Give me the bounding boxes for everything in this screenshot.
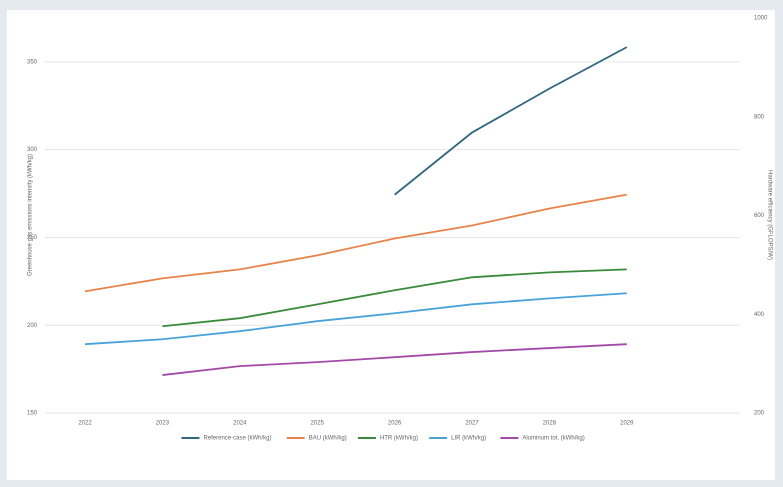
x-tick-label: 2023	[156, 421, 170, 427]
y2-tick-label: 400	[754, 312, 765, 318]
y2-axis-label: Hardware efficiency (GFLOPS/W)	[766, 170, 772, 260]
y-tick-label: 350	[27, 59, 38, 65]
y-tick-label: 250	[27, 235, 38, 241]
series-line	[162, 343, 627, 376]
series-line	[84, 193, 627, 293]
panel	[7, 10, 775, 480]
series-line	[162, 268, 627, 328]
legend-label: HTR (kWh/kg)	[380, 436, 418, 442]
series-line	[84, 292, 627, 346]
x-tick-label: 2024	[233, 421, 247, 427]
legend-label: Aluminum tot. (kWh/kg)	[522, 436, 584, 442]
legend-label: BAU (kWh/kg)	[309, 436, 347, 442]
y2-tick-label: 200	[754, 411, 765, 417]
y-tick-label: 300	[27, 147, 38, 153]
series-line	[394, 46, 628, 196]
y2-tick-label: 600	[754, 213, 765, 219]
y2-tick-label: 1000	[754, 16, 768, 22]
y-tick-label: 200	[27, 323, 38, 329]
y-axis-label: Greenhouse gas emissions intensity (kWh/…	[28, 154, 34, 276]
y2-tick-label: 800	[754, 114, 765, 120]
x-tick-label: 2029	[620, 421, 634, 427]
x-tick-label: 2026	[388, 421, 402, 427]
x-tick-label: 2028	[543, 421, 557, 427]
x-tick-label: 2025	[311, 421, 325, 427]
legend-label: LIR (kWh/kg)	[451, 436, 486, 442]
x-tick-label: 2027	[465, 421, 479, 427]
x-tick-label: 2022	[78, 421, 92, 427]
y-tick-label: 150	[27, 411, 38, 417]
legend-label: Reference-case (kWh/kg)	[203, 436, 271, 442]
